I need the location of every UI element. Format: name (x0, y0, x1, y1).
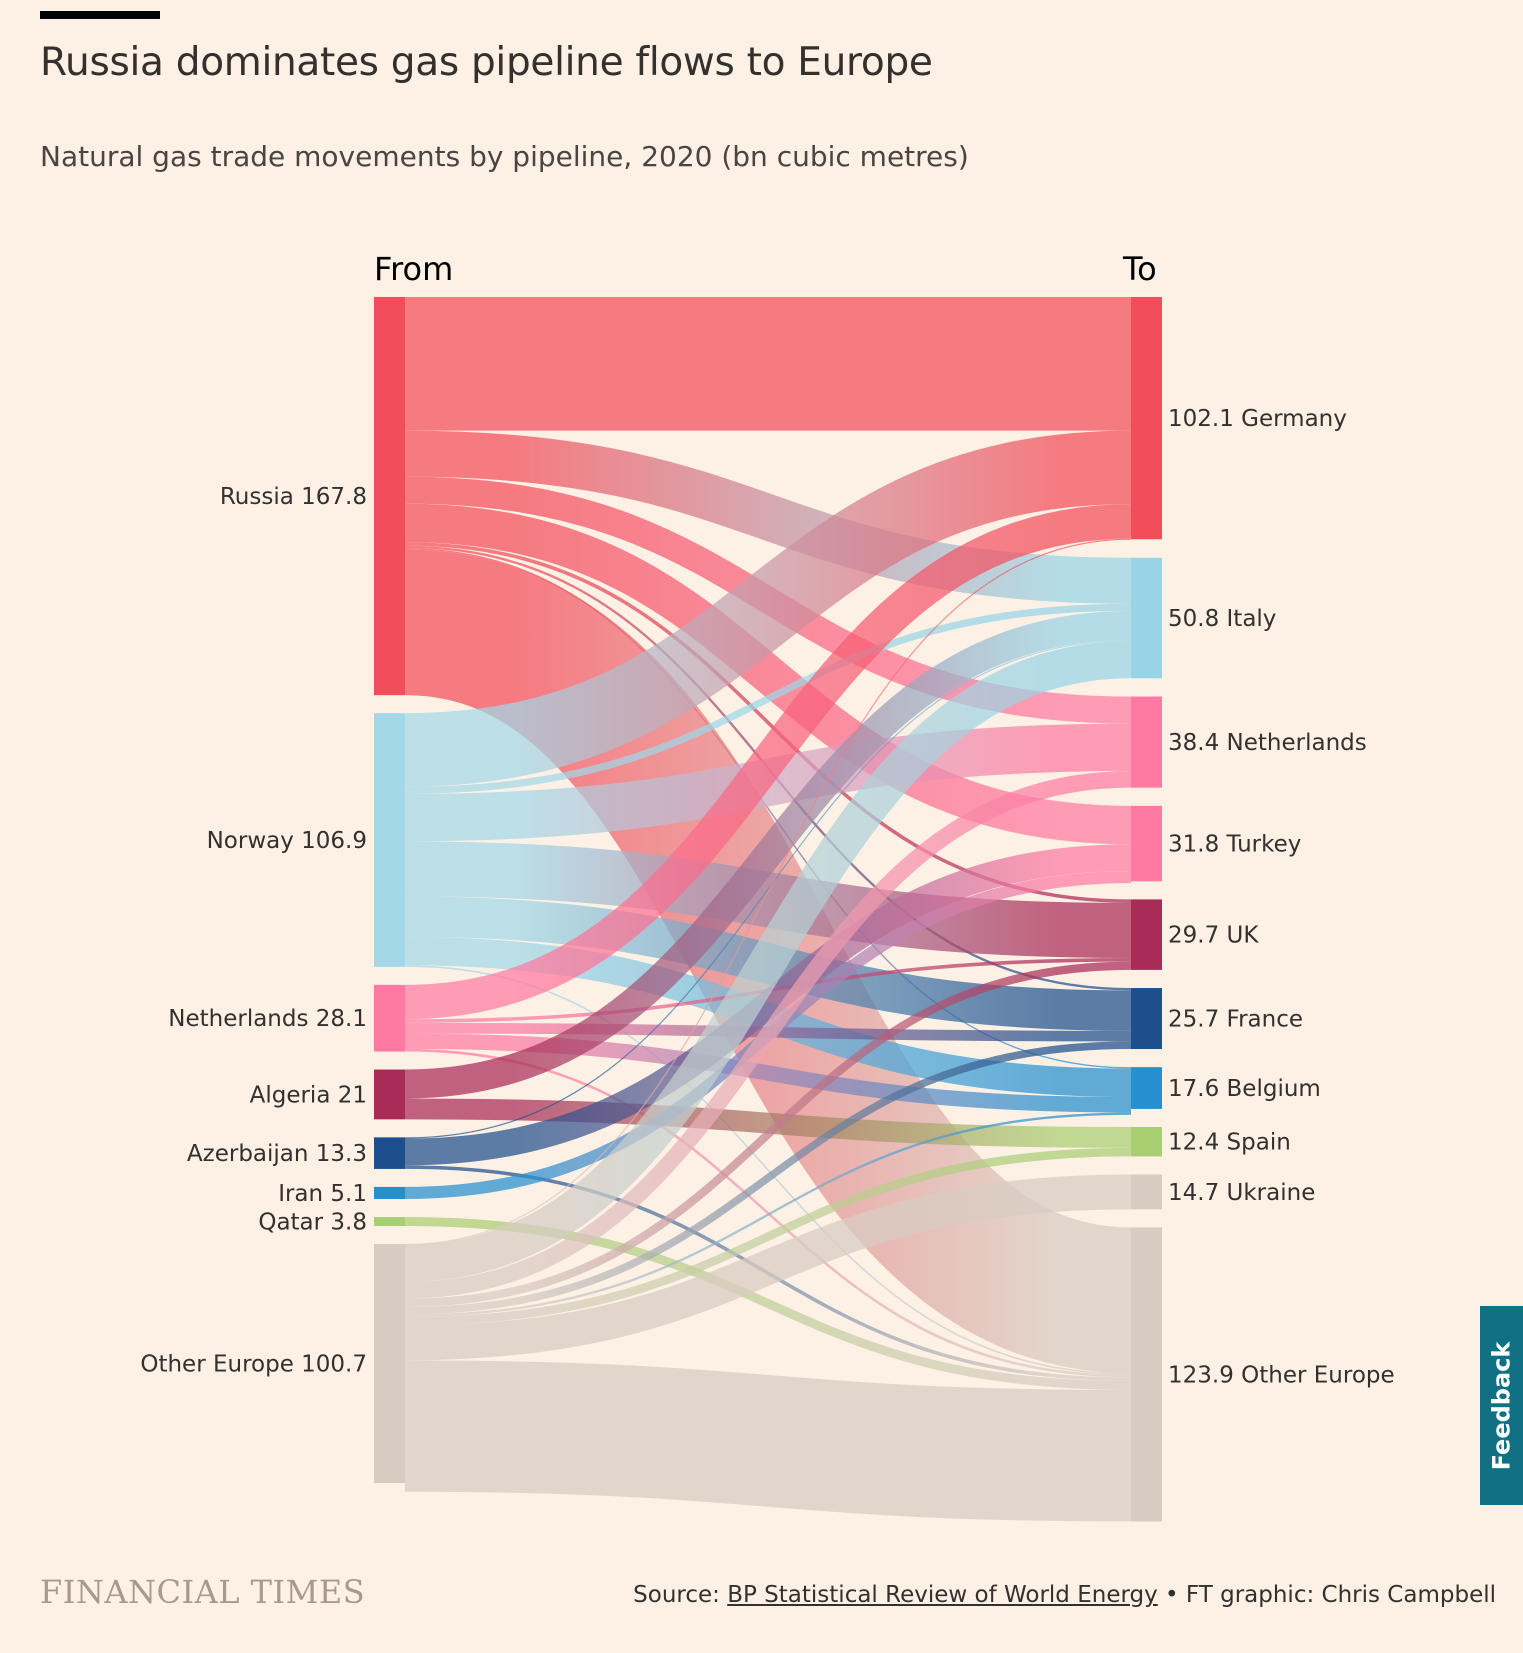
target-label-uk: 29.7 UK (1168, 923, 1259, 949)
source-node-azerbaijan (374, 1137, 405, 1169)
target-node-france (1131, 988, 1162, 1050)
target-node-uk (1131, 899, 1162, 970)
target-node-belgium (1131, 1067, 1162, 1109)
target-label-other-europe: 123.9 Other Europe (1168, 1362, 1395, 1388)
target-node-italy (1131, 557, 1162, 679)
flow-links (402, 297, 1134, 1522)
flow-other-europe-to-ukraine (404, 1174, 1132, 1361)
flow-other-europe-to-other-europe (404, 1360, 1132, 1522)
source-link[interactable]: BP Statistical Review of World Energy (727, 1582, 1158, 1608)
flow-azerbaijan-to-italy (404, 639, 1132, 1139)
target-label-belgium: 17.6 Belgium (1168, 1076, 1321, 1102)
source-label-algeria: Algeria 21 (250, 1082, 367, 1108)
target-node-germany (1131, 297, 1162, 540)
target-node-netherlands (1131, 696, 1162, 788)
flow-russia-to-italy (404, 430, 1132, 604)
source-node-russia (374, 297, 405, 696)
flow-norway-to-uk (404, 841, 1132, 959)
flow-other-europe-to-spain (404, 1147, 1132, 1326)
feedback-button[interactable]: Feedback (1480, 1306, 1523, 1505)
target-node-turkey (1131, 805, 1162, 882)
target-node-ukraine (1131, 1174, 1162, 1210)
flow-azerbaijan-to-turkey (404, 844, 1132, 1166)
source-prefix: Source: (633, 1582, 728, 1608)
source-node-other-europe (374, 1244, 405, 1483)
flow-other-europe-to-france (404, 1041, 1132, 1315)
source-label-azerbaijan: Azerbaijan 13.3 (187, 1141, 367, 1167)
source-label-other-europe: Other Europe 100.7 (140, 1352, 367, 1378)
source-suffix: • FT graphic: Chris Campbell (1157, 1582, 1496, 1608)
target-label-turkey: 31.8 Turkey (1168, 832, 1301, 858)
flow-norway-to-germany (404, 430, 1132, 787)
target-node-other-europe (1131, 1227, 1162, 1522)
target-label-ukraine: 14.7 Ukraine (1168, 1180, 1315, 1206)
flow-algeria-to-italy (404, 610, 1132, 1099)
flow-other-europe-to-netherlands (404, 771, 1132, 1299)
source-label-netherlands: Netherlands 28.1 (168, 1006, 367, 1032)
flow-other-europe-to-italy (404, 641, 1132, 1283)
target-label-france: 25.7 France (1168, 1007, 1303, 1033)
chart-subtitle: Natural gas trade movements by pipeline,… (40, 140, 969, 173)
source-node-norway (374, 713, 405, 967)
source-node-iran (374, 1186, 405, 1200)
source-label-qatar: Qatar 3.8 (258, 1210, 367, 1236)
node-labels: Russia 167.8 Norway 106.9 Netherlands 28.1… (140, 406, 1394, 1388)
feedback-label: Feedback (1487, 1341, 1516, 1470)
target-node-spain (1131, 1126, 1162, 1157)
flow-other-europe-to-belgium (404, 1112, 1132, 1317)
target-label-netherlands: 38.4 Netherlands (1168, 730, 1367, 756)
source-label-russia: Russia 167.8 (220, 484, 367, 510)
node-bars (374, 297, 1162, 1522)
flow-other-europe-to-germany (404, 538, 1132, 1246)
from-column-heading: From (374, 250, 453, 288)
target-label-italy: 50.8 Italy (1168, 606, 1276, 632)
target-label-spain: 12.4 Spain (1168, 1130, 1291, 1156)
flow-norway-to-italy (404, 603, 1132, 794)
source-label-iran: Iran 5.1 (278, 1181, 367, 1207)
top-rule (40, 11, 160, 19)
to-column-heading: To (1122, 250, 1157, 288)
flow-other-europe-to-uk (404, 961, 1132, 1307)
source-note: Source: BP Statistical Review of World E… (633, 1582, 1496, 1608)
target-label-germany: 102.1 Germany (1168, 406, 1347, 432)
ft-logo: FINANCIAL TIMES (40, 1573, 366, 1611)
source-node-netherlands (374, 984, 405, 1052)
source-label-norway: Norway 106.9 (207, 828, 367, 854)
source-node-algeria (374, 1069, 405, 1120)
flow-netherlands-to-germany (404, 504, 1132, 1020)
chart-title: Russia dominates gas pipeline flows to E… (40, 40, 933, 85)
source-node-qatar (374, 1217, 405, 1227)
